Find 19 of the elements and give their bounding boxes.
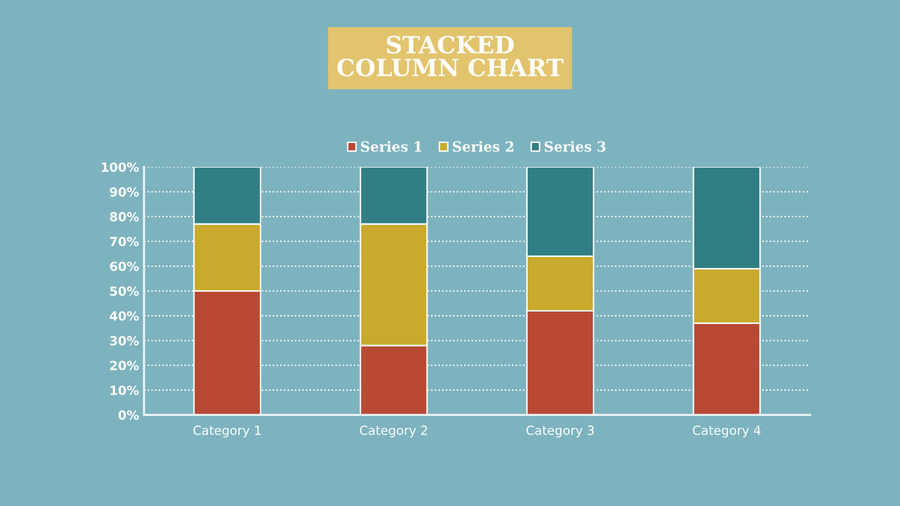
x-tick-label: Category 3 xyxy=(526,426,594,438)
legend-label: Series 3 xyxy=(544,141,606,152)
legend-label: Series 2 xyxy=(452,141,514,152)
y-tick-label: 70% xyxy=(110,236,139,246)
y-tick-label: 90% xyxy=(110,187,139,197)
y-tick-label: 50% xyxy=(110,286,139,296)
x-tick-label: Category 2 xyxy=(360,426,428,438)
y-tick-label: 30% xyxy=(110,336,139,346)
y-tick-label: 10% xyxy=(110,386,139,396)
y-tick-label: 80% xyxy=(110,212,139,222)
y-tick-label: 20% xyxy=(110,360,139,370)
chart-title: STACKED COLUMN CHART xyxy=(337,36,564,76)
x-tick-label: Category 1 xyxy=(193,426,261,438)
legend-label: Series 1 xyxy=(361,141,422,152)
y-tick-label: 40% xyxy=(110,311,139,321)
y-tick-label: 0% xyxy=(118,410,139,420)
x-tick-label: Category 4 xyxy=(692,426,761,438)
y-tick-label: 60% xyxy=(110,262,139,272)
y-tick-label: 100% xyxy=(102,162,139,172)
